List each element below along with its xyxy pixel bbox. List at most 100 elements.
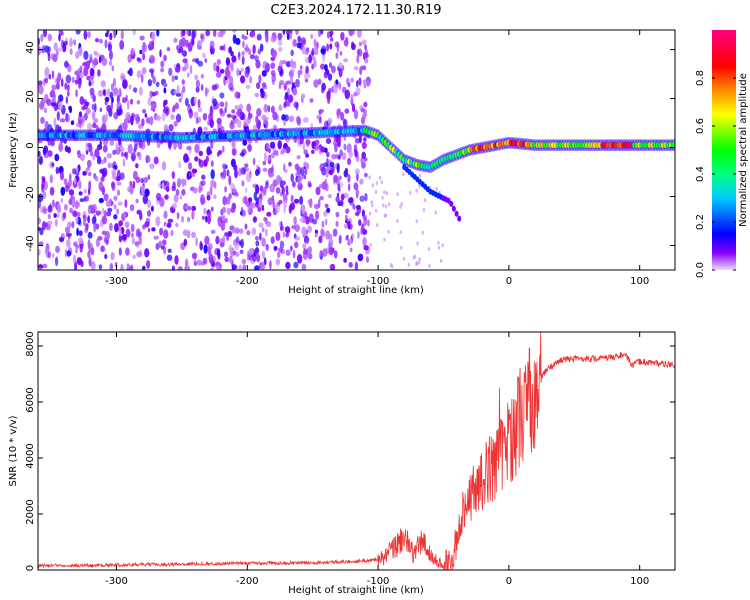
heatmap-cell	[282, 30, 286, 35]
heatmap-cell	[100, 80, 107, 88]
heatmap-cell	[283, 82, 288, 90]
heatmap-cell	[87, 239, 91, 249]
heatmap-cell	[42, 208, 48, 215]
heatmap-cell	[267, 155, 271, 162]
heatmap-cell	[290, 49, 294, 57]
heatmap-cell	[74, 70, 79, 76]
heatmap-cell	[95, 52, 101, 57]
heatmap-cell	[305, 139, 311, 145]
heatmap-cell	[166, 47, 171, 52]
heatmap-cell	[316, 115, 320, 120]
heatmap-cell	[57, 72, 62, 82]
heatmap-cell	[76, 122, 82, 128]
y-tick-label: 20	[25, 90, 36, 103]
snr-frame	[37, 331, 676, 571]
heatmap-cell	[236, 68, 240, 77]
heatmap-cell	[131, 232, 134, 238]
heatmap-cell	[74, 177, 77, 185]
heatmap-cell	[103, 90, 106, 95]
heatmap-cell	[77, 115, 81, 124]
heatmap-cell	[181, 215, 185, 223]
heatmap-cell	[339, 149, 343, 157]
heatmap-cell	[293, 261, 299, 269]
heatmap-cell	[321, 87, 325, 94]
heatmap-cell	[71, 199, 76, 208]
heatmap-cell	[99, 107, 103, 113]
heatmap-cell	[66, 114, 71, 123]
heatmap-cell	[191, 231, 196, 238]
heatmap-cell	[85, 146, 89, 152]
heatmap-cell	[121, 234, 127, 241]
y-tick-label: 0	[25, 142, 36, 148]
heatmap-cell	[227, 230, 233, 237]
heatmap-cell	[107, 43, 113, 52]
heatmap-cell	[421, 230, 424, 235]
heatmap-cell	[209, 186, 213, 196]
heatmap-cell	[248, 197, 253, 203]
heatmap-cell	[62, 40, 68, 46]
heatmap-cell	[252, 124, 258, 131]
heatmap-cell	[297, 35, 302, 43]
heatmap-cell	[325, 138, 332, 144]
heatmap-cell	[211, 206, 214, 212]
heatmap-cell	[94, 38, 100, 43]
heatmap-cell	[87, 250, 91, 259]
y-tick-label: 0	[25, 565, 36, 571]
heatmap-cell	[88, 187, 91, 196]
heatmap-cell	[206, 88, 210, 94]
heatmap-cell	[228, 46, 232, 54]
heatmap-cell	[284, 226, 291, 234]
heatmap-cell	[253, 191, 257, 201]
heatmap-cell	[285, 232, 290, 238]
heatmap-cell	[109, 262, 114, 270]
heatmap-cell	[285, 80, 292, 85]
y-tick-label: 8000	[25, 331, 36, 356]
heatmap-cell	[206, 194, 211, 201]
y-tick-label: -20	[25, 186, 36, 202]
heatmap-cell	[38, 37, 41, 46]
heatmap-cell	[210, 229, 216, 234]
heatmap-cell	[174, 255, 179, 265]
heatmap-cell	[66, 239, 71, 248]
heatmap-cell	[164, 106, 170, 116]
heatmap-cell	[76, 257, 83, 266]
heatmap-cell	[391, 264, 394, 269]
heatmap-cell	[258, 74, 262, 84]
heatmap-cell	[313, 38, 317, 48]
heatmap-cell	[96, 155, 102, 165]
heatmap-cell	[294, 241, 299, 249]
heatmap-cell	[258, 198, 263, 208]
heatmap-cell	[138, 123, 143, 130]
x-tick-label: 100	[630, 276, 649, 287]
heatmap-cell	[261, 227, 265, 233]
heatmap-cell	[343, 170, 349, 178]
heatmap-cell	[109, 32, 113, 41]
heatmap-cell	[171, 185, 176, 192]
heatmap-cell	[139, 49, 143, 55]
heatmap-cell	[38, 45, 41, 56]
heatmap-cell	[415, 262, 418, 267]
heatmap-cell	[79, 198, 85, 203]
heatmap-cell	[60, 186, 66, 196]
heatmap-cell	[98, 264, 103, 270]
heatmap-cell	[321, 229, 326, 238]
heatmap-cell	[93, 57, 98, 65]
heatmap-cell	[246, 65, 251, 75]
heatmap-cell	[290, 194, 294, 203]
heatmap-cell	[378, 175, 382, 180]
heatmap-cell	[412, 255, 416, 260]
heatmap-cell	[219, 101, 225, 107]
heatmap-cell	[285, 146, 291, 154]
heatmap-cell	[303, 117, 309, 123]
heatmap-cell	[47, 213, 51, 220]
heatmap-cell	[106, 211, 112, 217]
heatmap-cell	[106, 153, 113, 159]
heatmap-cell	[197, 40, 203, 46]
heatmap-cell	[75, 79, 78, 85]
heatmap-cell	[147, 228, 151, 233]
heatmap-cell	[131, 237, 136, 245]
heatmap-cell	[417, 260, 421, 265]
heatmap-cell	[175, 222, 179, 228]
heatmap-cell	[366, 80, 370, 87]
heatmap-cell	[301, 93, 306, 100]
